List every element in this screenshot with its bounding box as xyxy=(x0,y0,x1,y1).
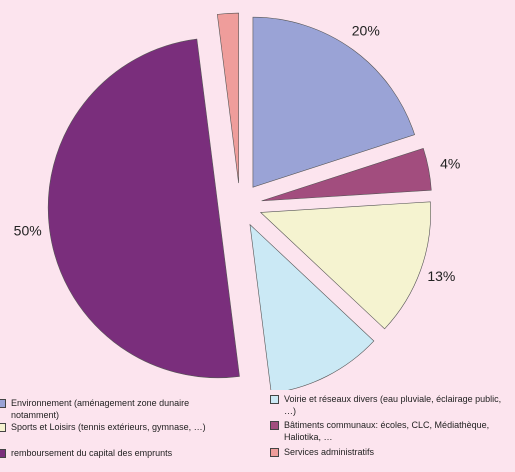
pie-slice xyxy=(259,201,431,330)
legend-item: Bâtiments communaux: écoles, CLC, Médiat… xyxy=(270,419,510,443)
slice-label: 4% xyxy=(440,156,460,172)
pie-slice xyxy=(216,12,239,184)
chart: 20%4%13%11%50%2% xyxy=(14,12,460,390)
legend-label: remboursement du capital des emprunts xyxy=(11,448,173,458)
slice-label: 50% xyxy=(14,223,42,239)
legend-item: Environnement (aménagement zone dunaire … xyxy=(0,397,237,421)
legend-swatch xyxy=(0,399,6,408)
legend-item: Sports et Loisirs (tennis extérieurs, gy… xyxy=(0,421,237,433)
legend-label: Environnement (aménagement zone dunaire … xyxy=(11,398,190,420)
slice-label: 13% xyxy=(427,268,455,284)
pie-slice xyxy=(47,38,240,379)
pie-slice xyxy=(252,16,415,188)
legend-label: Voirie et réseaux divers (eau pluviale, … xyxy=(284,394,502,416)
legend-item: Voirie et réseaux divers (eau pluviale, … xyxy=(270,393,510,417)
slice-label: 11% xyxy=(324,386,351,390)
slice-label: 20% xyxy=(352,23,380,39)
legend-label: Services administratifs xyxy=(284,447,375,457)
legend-item: remboursement du capital des emprunts xyxy=(0,447,237,459)
legend-label: Sports et Loisirs (tennis extérieurs, gy… xyxy=(11,422,206,432)
legend-label: Bâtiments communaux: écoles, CLC, Médiat… xyxy=(284,420,490,442)
pie-slice xyxy=(249,223,375,390)
legend-swatch xyxy=(0,449,6,458)
legend-swatch xyxy=(270,421,279,430)
legend-swatch xyxy=(270,395,279,404)
pie-slice xyxy=(261,147,432,202)
legend-swatch xyxy=(270,448,279,457)
legend-swatch xyxy=(0,423,6,432)
legend-item: Services administratifs xyxy=(270,446,510,458)
